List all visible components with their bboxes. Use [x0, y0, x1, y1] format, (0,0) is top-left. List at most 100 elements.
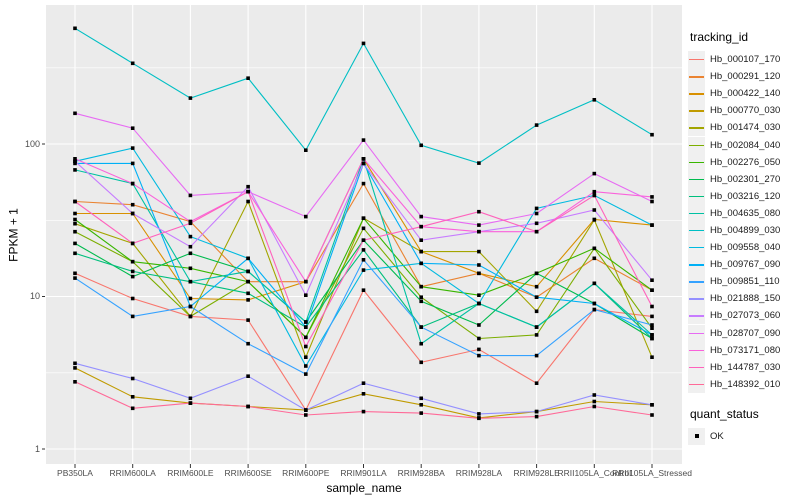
data-point-ok: [534, 325, 539, 329]
data-point-ok: [304, 293, 308, 297]
x-tick-label-RRIM600SE: RRIM600SE: [224, 468, 272, 478]
data-point-ok: [477, 161, 481, 165]
data-point-ok: [592, 171, 597, 176]
data-point-ok: [130, 269, 135, 274]
data-point-ok: [73, 199, 77, 204]
legend-item-label: Hb_004635_080: [710, 207, 781, 219]
data-point-ok: [534, 284, 539, 289]
data-point-ok: [650, 403, 654, 407]
data-point-ok: [130, 181, 135, 186]
data-point-ok: [188, 279, 193, 284]
data-point-ok: [73, 111, 77, 116]
data-point-ok: [188, 244, 193, 249]
legend-item-label: Hb_073171_080: [710, 344, 781, 356]
legend-item-Hb_001474_030: Hb_001474_030: [688, 119, 800, 137]
data-point-ok: [73, 271, 77, 276]
legend-line-icon: [689, 76, 704, 78]
data-point-ok: [534, 123, 539, 127]
legend-line-icon: [689, 93, 704, 95]
data-point-ok: [592, 399, 597, 404]
legend-item-label: Hb_009851_110: [710, 276, 780, 288]
legend-item-Hb_002084_040: Hb_002084_040: [688, 136, 800, 154]
legend-key-swatch: [688, 290, 705, 308]
legend-title-tracking-id: tracking_id: [690, 30, 749, 44]
data-point-ok: [73, 161, 77, 166]
data-point-ok: [304, 372, 308, 376]
x-tick-label-RRIM600LA: RRIM600LA: [109, 468, 156, 478]
data-point-ok: [304, 335, 308, 340]
data-point-ok: [650, 278, 654, 282]
x-tick-label-RRII105LA_Stressed: RRII105LA_Stressed: [612, 468, 692, 478]
data-point-ok: [361, 238, 366, 242]
data-point-ok: [361, 288, 366, 292]
data-point-ok: [650, 195, 654, 199]
legend-key-swatch: [688, 119, 705, 137]
y-tick-label: 100: [24, 138, 40, 149]
legend-line-icon: [689, 229, 704, 232]
data-point-ok: [246, 189, 250, 194]
legend-key-swatch: [688, 324, 705, 342]
legend-key-swatch: [688, 358, 705, 376]
legend-key-swatch: [688, 153, 705, 171]
data-point-ok: [650, 326, 654, 330]
data-point-ok: [592, 281, 597, 286]
data-point-ok: [419, 284, 423, 289]
legend-item-Hb_028707_090: Hb_028707_090: [688, 324, 800, 342]
data-point-ok: [130, 241, 135, 246]
legend-line-icon: [689, 264, 704, 266]
data-point-ok: [304, 413, 308, 417]
y-tick-label: 10: [29, 291, 40, 301]
legend-item-ok: OK: [688, 427, 800, 445]
data-point-ok: [188, 193, 193, 198]
data-point-ok: [246, 341, 250, 346]
data-point-ok: [246, 318, 250, 322]
data-point-ok: [130, 61, 135, 66]
data-point-ok: [130, 161, 135, 166]
data-point-ok: [188, 266, 193, 271]
data-point-ok: [130, 202, 135, 207]
data-point-ok: [534, 409, 539, 414]
data-point-ok: [419, 341, 423, 346]
legend-item-label: Hb_021888_150: [710, 293, 781, 305]
data-point-ok: [361, 181, 366, 186]
data-point-ok: [534, 211, 539, 216]
data-point-ok: [592, 98, 597, 102]
data-point-ok: [361, 216, 366, 220]
data-point-ok: [361, 161, 366, 166]
data-point-ok: [73, 159, 77, 164]
data-point-ok: [130, 211, 135, 216]
data-point-ok: [246, 184, 250, 189]
data-point-ok: [419, 325, 423, 329]
legend-key-swatch: [688, 170, 705, 188]
legend-line-icon: [689, 59, 704, 61]
legend-item-label: Hb_009767_090: [710, 259, 781, 271]
legend-line-icon: [689, 127, 704, 129]
legend-item-label: Hb_000770_030: [710, 105, 781, 117]
legend-key-swatch: [688, 51, 705, 69]
legend-key-swatch: [688, 341, 705, 359]
data-point-ok: [419, 299, 423, 304]
x-tick-label-RRIM928LE: RRIM928LE: [513, 468, 560, 478]
data-point-ok: [130, 274, 135, 279]
data-point-ok: [361, 392, 366, 396]
data-point-ok: [304, 320, 308, 324]
legend-item-Hb_004635_080: Hb_004635_080: [688, 204, 800, 222]
data-point-ok: [592, 218, 597, 222]
legend-line-icon: [689, 332, 704, 334]
data-point-ok: [419, 396, 423, 401]
legend-item-label: Hb_148392_010: [710, 378, 781, 390]
legend-items-tracking-id: Hb_000107_170 Hb_000291_120 Hb_000422_140 H…: [688, 51, 800, 393]
legend-item-Hb_009767_090: Hb_009767_090: [688, 256, 800, 274]
data-point-ok: [304, 214, 308, 219]
x-tick-label-RRIM600LE: RRIM600LE: [167, 468, 214, 478]
data-point-ok: [73, 251, 77, 256]
data-point-ok: [130, 376, 135, 381]
legend-line-icon: [689, 178, 704, 181]
legend-item-label: OK: [710, 430, 724, 442]
data-point-ok: [534, 221, 539, 226]
legend-item-label: Hb_027073_060: [710, 310, 781, 322]
data-point-ok: [73, 276, 77, 280]
legend-item-Hb_009558_040: Hb_009558_040: [688, 239, 800, 257]
data-point-ok: [592, 393, 597, 397]
data-point-ok: [304, 325, 308, 329]
